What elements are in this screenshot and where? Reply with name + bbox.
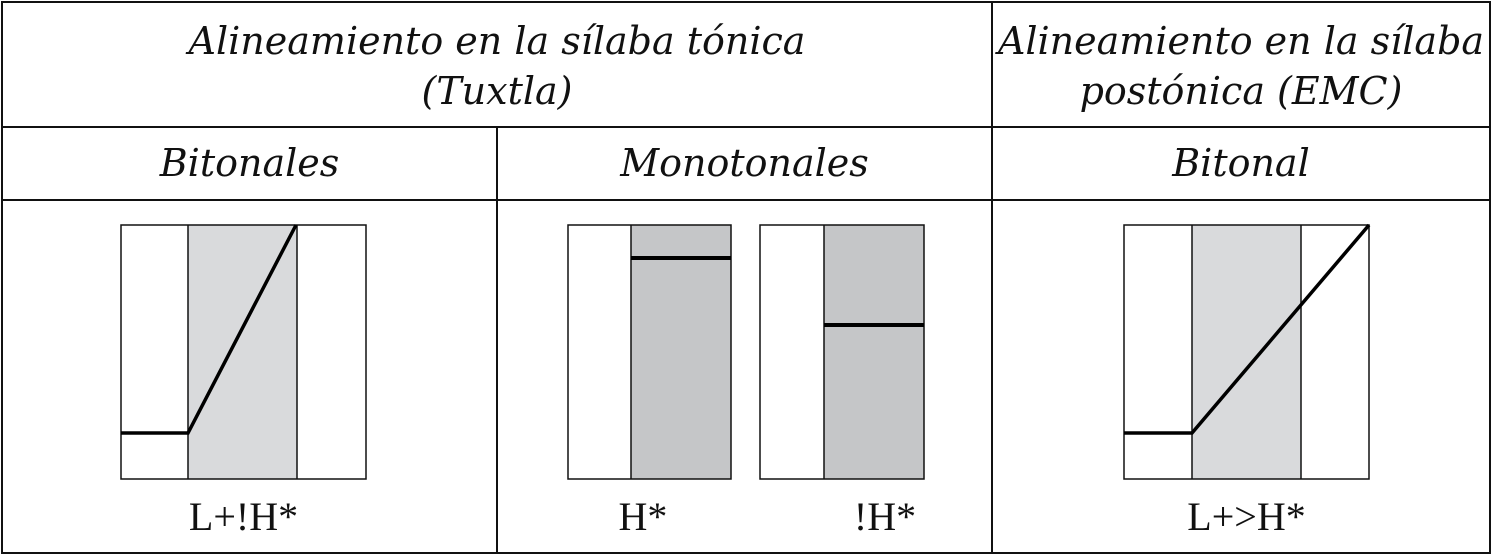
diagram-frame [567, 224, 732, 480]
header-tonic: Alineamiento en la sílaba tónica (Tuxtla… [2, 16, 992, 116]
label-high-level: H* [618, 494, 668, 539]
pitch-contour [1124, 223, 1371, 435]
label-downstep-level: !H* [853, 494, 917, 539]
header-posttonic-line2: postónica (EMC) [1079, 69, 1403, 113]
diagram-frame [1123, 224, 1370, 480]
subheader-bitonales: Bitonales [159, 141, 340, 185]
subheader-bitonal: Bitonal [1172, 141, 1310, 185]
diagram-high-level [567, 224, 732, 480]
stressed-syllable-area [824, 225, 924, 479]
header-posttonic: Alineamiento en la sílaba postónica (EMC… [992, 16, 1490, 116]
stressed-syllable-area [188, 225, 297, 479]
label-rise-posttonic: L+>H* [1187, 494, 1306, 539]
stressed-syllable-area [631, 225, 731, 479]
label-rise-tonic: L+!H* [188, 494, 299, 539]
header-posttonic-line1: Alineamiento en la sílaba [997, 19, 1485, 63]
diagram-downstep-level [759, 224, 925, 480]
diagram-rise-tonic [120, 224, 367, 480]
diagram-frame [759, 224, 925, 480]
subheader-monotonales: Monotonales [620, 141, 869, 185]
diagram-frame [120, 224, 367, 480]
stressed-syllable-area [1192, 225, 1301, 479]
header-tonic-line1: Alineamiento en la sílaba tónica [188, 19, 806, 63]
diagram-rise-posttonic [1123, 223, 1371, 480]
pitch-contour [121, 224, 298, 435]
header-tonic-line2: (Tuxtla) [421, 69, 573, 113]
